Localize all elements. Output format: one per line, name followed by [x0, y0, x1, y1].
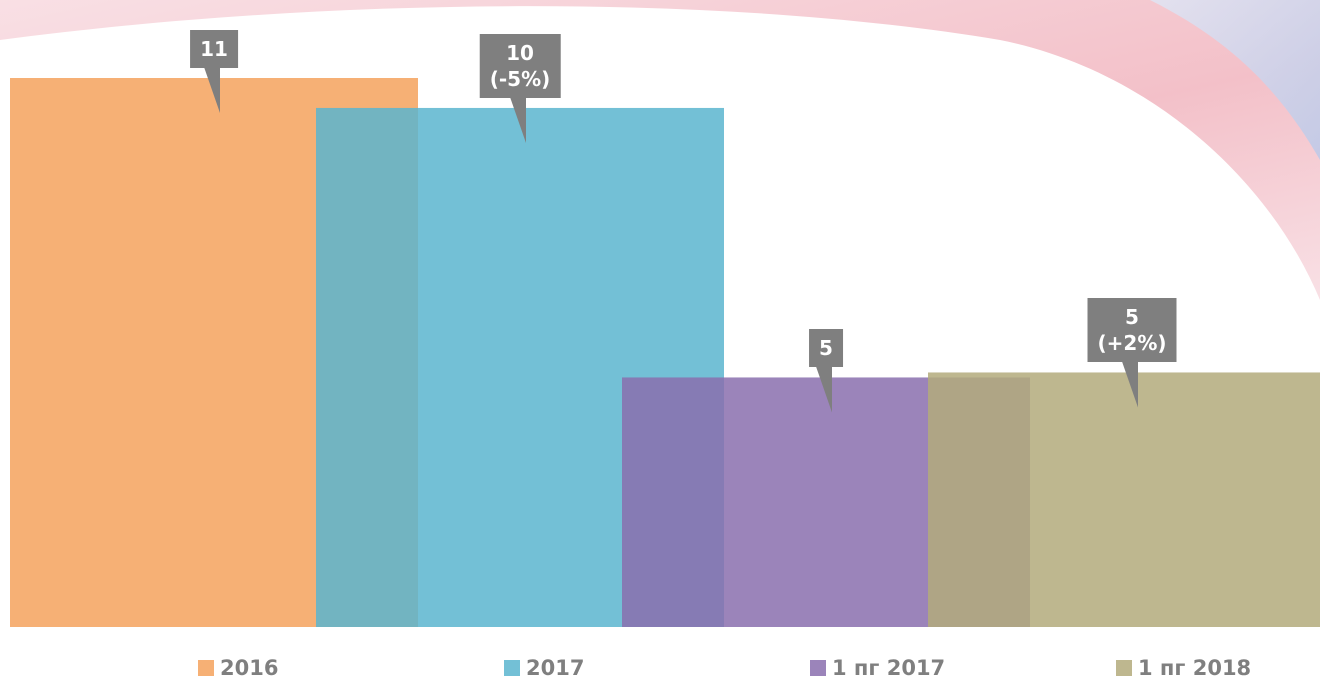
background-swoosh [1150, 0, 1320, 160]
value-label: 10 (-5%) [479, 33, 561, 98]
value-label: 5 [809, 329, 843, 368]
legend-swatch [810, 660, 826, 676]
callout-pointer [204, 67, 220, 113]
callout-pointer [1122, 361, 1138, 408]
legend-label: 2017 [526, 656, 585, 680]
value-label: 11 [190, 30, 238, 68]
callout-pointer [816, 366, 832, 413]
legend-label: 1 пг 2017 [832, 656, 946, 680]
legend-swatch [198, 660, 214, 676]
legend-label: 2016 [220, 656, 279, 680]
legend-item: 2016 [198, 656, 278, 680]
legend-swatch [1116, 660, 1132, 676]
background-swoosh [0, 0, 1320, 300]
legend-item: 1 пг 2018 [1116, 656, 1251, 680]
callout-pointer [510, 96, 526, 143]
legend-item: 1 пг 2017 [810, 656, 945, 680]
value-label: 5 (+2%) [1087, 298, 1177, 363]
legend-swatch [504, 660, 520, 676]
bar [928, 372, 1320, 627]
legend-item: 2017 [504, 656, 584, 680]
legend-label: 1 пг 2018 [1138, 656, 1252, 680]
